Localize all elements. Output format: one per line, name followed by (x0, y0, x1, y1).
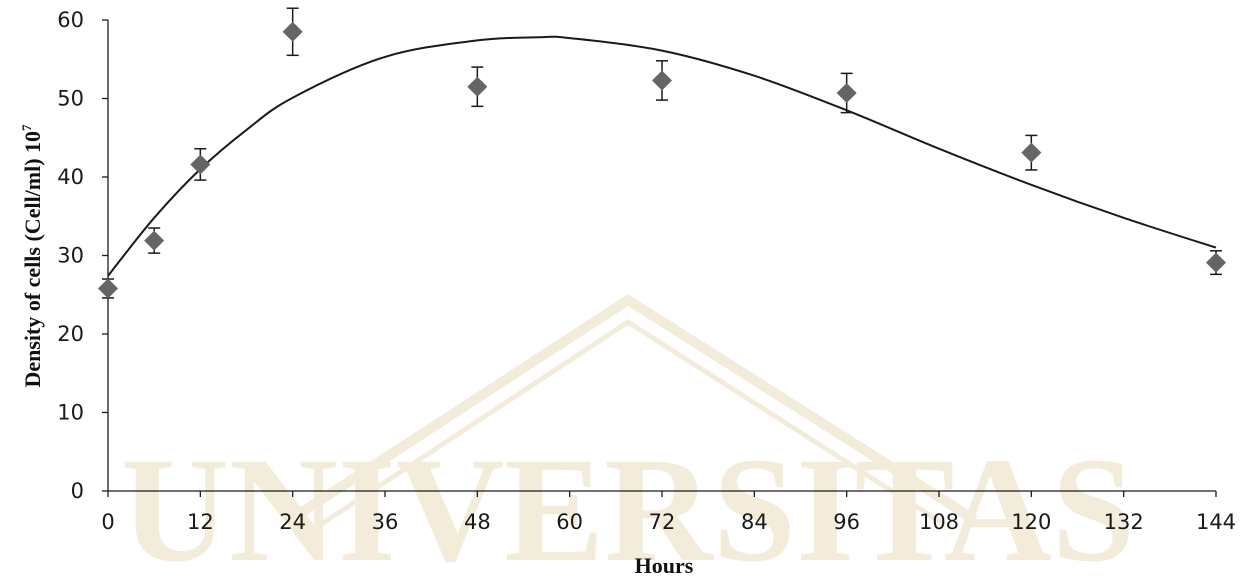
x-tick-label: 144 (1196, 510, 1236, 534)
diamond-marker (1206, 253, 1226, 273)
data-point (283, 8, 303, 55)
y-tick-label: 30 (57, 244, 84, 268)
diamond-marker (190, 154, 210, 174)
x-tick-label: 60 (556, 510, 583, 534)
x-tick-label: 108 (919, 510, 959, 534)
y-tick-label: 50 (57, 87, 84, 111)
x-tick-label: 48 (464, 510, 491, 534)
diamond-marker (283, 22, 303, 42)
x-tick-label: 12 (187, 510, 214, 534)
diamond-marker (1021, 143, 1041, 163)
y-tick-label: 20 (57, 322, 84, 346)
data-point (1206, 251, 1226, 275)
x-tick-label: 24 (279, 510, 306, 534)
data-point (652, 61, 672, 100)
diamond-marker (837, 83, 857, 103)
x-tick-label: 132 (1104, 510, 1144, 534)
data-point (144, 228, 164, 253)
data-point (98, 278, 118, 298)
x-tick-label: 120 (1011, 510, 1051, 534)
x-tick-label: 84 (741, 510, 768, 534)
y-tick-label: 40 (57, 165, 84, 189)
x-axis-title: Hours (635, 553, 694, 578)
diamond-marker (652, 70, 672, 90)
x-tick-label: 36 (372, 510, 399, 534)
x-tick-label: 72 (649, 510, 676, 534)
y-tick-label: 10 (57, 401, 84, 425)
y-tick-label: 0 (71, 479, 84, 503)
x-tick-label: 0 (101, 510, 114, 534)
diamond-marker (144, 231, 164, 251)
watermark-text: UNIVERSITAS (121, 427, 1135, 581)
y-axis-title-exponent: 7 (19, 124, 34, 131)
x-tick-label: 96 (833, 510, 860, 534)
y-axis-title: Density of cells (Cell/ml) 107 (19, 124, 45, 388)
y-axis-title-text: Density of cells (Cell/ml) 10 (20, 131, 45, 388)
diamond-marker (98, 278, 118, 298)
y-tick-label: 60 (57, 8, 84, 32)
diamond-marker (467, 77, 487, 97)
data-points (98, 8, 1226, 298)
watermark: UNIVERSITAS (121, 300, 1135, 581)
data-point (467, 67, 487, 106)
data-point (1021, 135, 1041, 170)
